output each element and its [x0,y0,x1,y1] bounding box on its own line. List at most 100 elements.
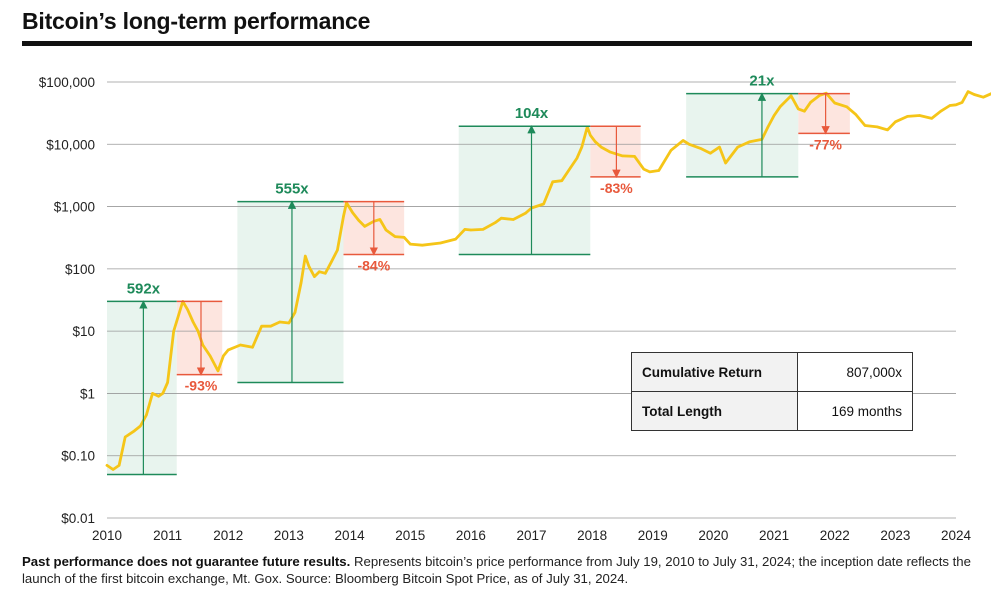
x-tick-label: 2023 [880,528,910,543]
price-point [609,150,612,154]
price-point [145,413,148,417]
x-tick-label: 2018 [577,528,607,543]
price-point [133,429,136,433]
price-point [939,110,942,113]
y-tick-label: $0.01 [61,511,95,526]
price-point [336,248,339,252]
y-axis: $0.01 $0.10 $1 $10 $100 $1,000 $10,000 $100,000 [39,75,95,526]
price-point [845,105,848,109]
price-point [569,165,573,169]
price-point [196,329,200,333]
price-point [260,325,263,328]
price-point [621,154,624,158]
price-point [594,140,597,143]
price-point [809,101,812,104]
x-axis: 2010 2011 2012 2013 2014 2015 2016 2017 2018 2019… [92,528,972,543]
y-tick-label: $1,000 [54,200,95,215]
price-point [724,161,727,165]
price-point [589,134,592,137]
gain-multiple-label: 104x [515,105,549,122]
price-point [642,167,645,171]
price-point [772,114,776,117]
drawdown-label: -93% [185,378,218,394]
price-point [524,212,527,215]
y-tick-label: $1 [80,386,95,401]
price-point [736,145,739,149]
price-point [954,103,958,107]
price-point [551,180,554,183]
price-point [105,464,109,467]
drawdown-label: -77% [809,136,842,152]
x-tick-label: 2015 [395,528,425,543]
y-tick-label: $100 [65,262,95,277]
price-point [191,320,195,324]
price-point [222,354,225,358]
price-point [287,321,291,325]
price-point [906,115,909,118]
gain-multiple-label: 592x [127,280,161,297]
price-point [124,435,127,439]
footnote: Past performance does not guarantee futu… [22,553,972,587]
price-point [117,464,121,467]
gain-cycle-box [237,201,344,383]
price-point [239,343,242,347]
price-point [709,152,712,155]
x-tick-label: 2019 [638,528,668,543]
price-point [789,94,793,98]
x-tick-label: 2020 [698,528,728,543]
price-point [304,254,307,258]
price-point [803,110,806,113]
price-point [778,105,782,109]
price-point [269,325,272,328]
price-point [886,128,889,132]
gain-cycle-box [458,126,591,255]
y-tick-label: $10,000 [46,137,95,152]
x-tick-label: 2011 [153,528,182,543]
price-point [681,139,685,142]
price-point [393,235,397,238]
price-point [378,218,382,221]
price-point [818,94,821,97]
price-point [208,354,212,358]
x-tick-label: 2021 [759,528,789,543]
price-point [439,241,442,245]
price-point [330,260,333,263]
price-point [161,392,164,395]
x-tick-label: 2017 [516,528,546,543]
cumulative-return-value: 807,000x [797,352,913,392]
price-point [797,107,800,111]
price-point [186,308,189,311]
price-point [172,329,175,333]
drawdown-label: -84% [357,258,390,274]
price-point [216,369,220,373]
y-tick-label: $100,000 [39,75,95,90]
price-point [324,272,327,275]
y-tick-label: $0.10 [61,449,95,464]
x-tick-label: 2012 [213,528,243,543]
price-point [500,217,503,220]
x-tick-label: 2014 [335,528,366,543]
price-point [918,114,921,117]
x-tick-label: 2016 [456,528,486,543]
price-point [139,424,142,428]
price-point [648,170,651,174]
price-point [251,346,254,349]
footnote-text: Represents bitcoin’s price performance f… [22,554,971,586]
footnote-disclaimer: Past performance does not guarantee futu… [22,554,351,569]
price-point [111,468,115,471]
price-point [421,244,424,247]
price-point [560,179,563,182]
price-point [600,145,603,149]
price-point [982,96,985,99]
price-point [960,101,964,104]
table-row: Cumulative Return 807,000x [631,352,913,392]
price-point [657,169,660,172]
price-point [307,265,311,268]
price-point [157,395,160,398]
price-point [454,237,457,241]
price-point [542,202,545,206]
price-point [512,218,515,221]
cumulative-return-label: Cumulative Return [631,352,798,392]
price-point [748,140,751,143]
price-point [633,155,636,158]
